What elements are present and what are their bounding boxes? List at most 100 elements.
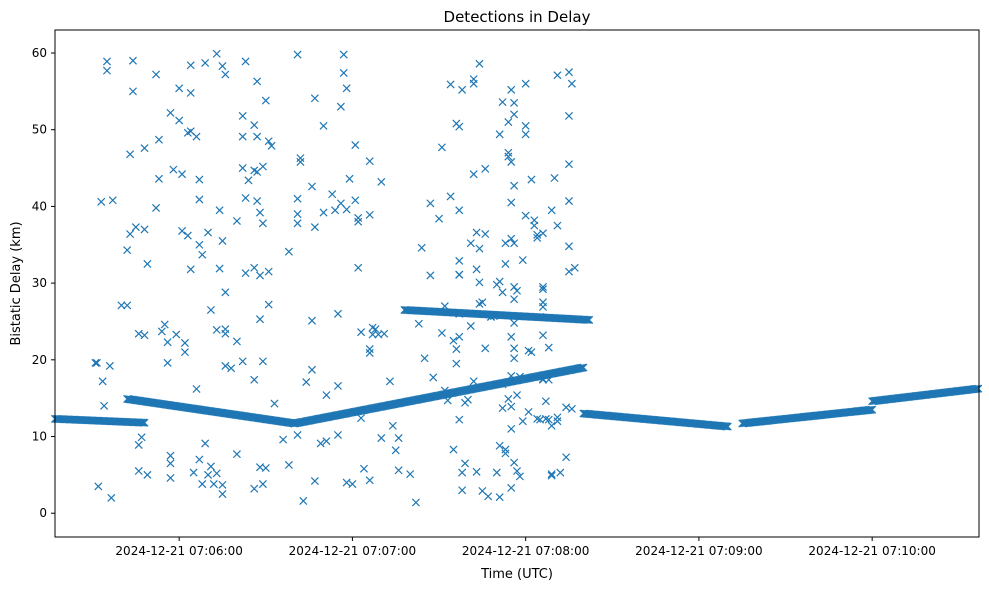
- data-point: [221, 325, 230, 334]
- data-point: [507, 157, 516, 166]
- data-point: [198, 250, 207, 259]
- data-point: [123, 246, 132, 255]
- x-axis-ticks: 2024-12-21 07:06:00 2024-12-21 07:07:00 20…: [115, 537, 936, 558]
- data-point: [365, 345, 374, 354]
- data-point: [201, 439, 210, 448]
- data-point: [209, 480, 218, 489]
- data-point: [380, 329, 389, 338]
- data-point: [556, 468, 565, 477]
- data-point: [538, 331, 548, 340]
- y-tick-label: 20: [32, 353, 47, 367]
- data-point: [469, 377, 478, 386]
- data-point: [175, 84, 184, 93]
- data-point: [310, 476, 319, 486]
- data-point: [328, 190, 337, 199]
- x-tick-label: 2024-12-21 07:09:00: [635, 544, 762, 558]
- data-point: [238, 164, 247, 173]
- data-point: [507, 483, 516, 492]
- data-point: [342, 84, 351, 93]
- data-point: [469, 75, 478, 84]
- data-point: [481, 344, 490, 353]
- data-point: [385, 377, 394, 386]
- data-point: [455, 206, 464, 215]
- data-point: [455, 332, 464, 341]
- data-point: [319, 208, 328, 217]
- data-point: [166, 473, 175, 482]
- data-point: [518, 417, 527, 426]
- data-point: [264, 300, 273, 309]
- data-point: [195, 455, 204, 464]
- data-point: [296, 154, 305, 163]
- data-point: [336, 102, 345, 111]
- data-point: [481, 164, 490, 173]
- data-point: [212, 49, 221, 58]
- data-point: [582, 315, 591, 324]
- data-point: [564, 197, 573, 206]
- data-point: [426, 271, 435, 280]
- data-point: [178, 226, 187, 235]
- data-point: [547, 471, 556, 480]
- data-point: [296, 157, 305, 166]
- data-point: [866, 405, 875, 414]
- data-point: [512, 391, 522, 400]
- x-tick-label: 2024-12-21 07:07:00: [289, 544, 416, 558]
- data-point: [261, 96, 270, 105]
- data-point: [126, 230, 135, 239]
- data-point: [258, 162, 267, 171]
- data-point: [351, 141, 360, 150]
- data-point: [510, 344, 519, 353]
- data-point: [136, 418, 145, 427]
- data-point: [414, 319, 423, 328]
- data-point: [354, 263, 363, 272]
- data-point: [368, 330, 377, 339]
- data-point: [722, 422, 731, 431]
- data-point: [250, 263, 259, 272]
- data-point: [264, 137, 273, 146]
- data-point: [241, 193, 250, 203]
- data-point: [250, 375, 259, 384]
- data-point: [504, 394, 513, 403]
- data-point: [293, 430, 302, 440]
- data-point: [284, 460, 293, 469]
- x-tick-label: 2024-12-21 07:06:00: [115, 544, 242, 558]
- data-point: [258, 480, 267, 489]
- data-point: [204, 228, 213, 237]
- data-point: [507, 198, 516, 207]
- data-point: [212, 469, 221, 478]
- data-point: [241, 269, 250, 278]
- data-point: [510, 458, 519, 467]
- data-point: [255, 271, 265, 280]
- data-point: [134, 329, 143, 338]
- data-point: [411, 498, 420, 507]
- data-point: [583, 315, 593, 324]
- data-point: [510, 239, 519, 248]
- data-point: [192, 132, 201, 141]
- data-point: [94, 482, 103, 491]
- data-point: [138, 418, 147, 427]
- data-point: [723, 422, 732, 431]
- data-point: [333, 381, 342, 390]
- data-point: [365, 476, 374, 485]
- data-point: [215, 264, 224, 273]
- data-point: [388, 421, 397, 430]
- data-point: [154, 174, 163, 183]
- data-point: [218, 236, 227, 245]
- data-point: [868, 405, 877, 414]
- data-point: [521, 130, 530, 139]
- data-point: [322, 437, 331, 446]
- data-point: [524, 407, 533, 417]
- data-point: [238, 357, 247, 366]
- data-point: [510, 98, 519, 107]
- data-point: [567, 79, 576, 88]
- data-point: [576, 363, 586, 372]
- data-point: [354, 217, 363, 226]
- data-point: [469, 170, 478, 179]
- data-point: [250, 484, 259, 493]
- data-point: [348, 480, 357, 489]
- data-point: [420, 354, 429, 363]
- data-point: [299, 496, 308, 505]
- data-point: [564, 111, 573, 120]
- data-point: [98, 377, 107, 386]
- data-point: [134, 440, 143, 449]
- data-point: [250, 121, 259, 130]
